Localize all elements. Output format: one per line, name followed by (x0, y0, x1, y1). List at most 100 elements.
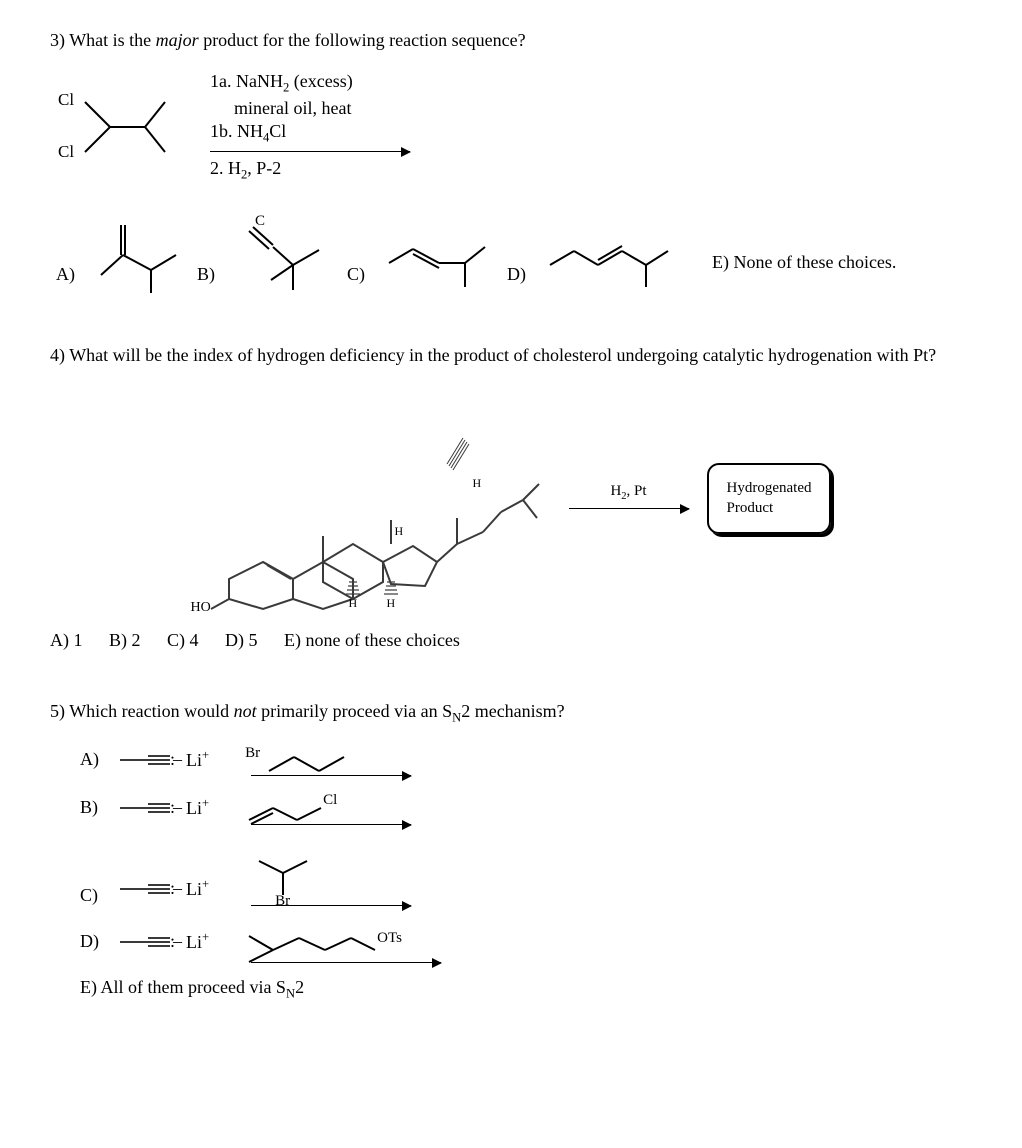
question-5: 5) Which reaction would not primarily pr… (50, 701, 972, 1002)
q5-sn-sub: N (452, 710, 461, 724)
q3-choice-B-label: B) (197, 264, 215, 285)
q5-pre: Which reaction would (69, 701, 233, 721)
q3-choice-D-label: D) (507, 264, 526, 285)
br-C: Br (275, 893, 290, 910)
q4-text: 4) What will be the index of hydrogen de… (50, 345, 972, 366)
q3-choice-C-label: C) (347, 264, 365, 285)
q4-C: C) 4 (167, 630, 199, 650)
q5-E-sub: N (286, 987, 295, 1001)
q5-C-substrate: Br (239, 839, 411, 906)
li-D-p: + (202, 930, 209, 944)
li-B-p: + (202, 796, 209, 810)
li-B-t: Li (186, 798, 202, 818)
HO-label: HO (191, 600, 211, 616)
q4-arrow-label: H2, Pt (569, 483, 689, 502)
q5-italic: not (234, 701, 257, 721)
reagent-2: 2. H2, P-2 (210, 158, 410, 183)
box-line2: Product (727, 499, 812, 519)
reaction-arrow-icon (210, 151, 410, 152)
q3-text: 3) What is the major product for the fol… (50, 30, 972, 51)
question-3: 3) What is the major product for the fol… (50, 30, 972, 295)
q5-E-tail: 2 (295, 977, 304, 997)
q3-post: product for the following reaction seque… (199, 30, 526, 50)
reagent-1b: 1b. NH4Cl (210, 121, 410, 146)
q5-A-substrate: Br (239, 743, 411, 776)
q5-row-A: A) :– Li+ Br (50, 743, 972, 776)
q5-D-substrate: OTs (239, 920, 441, 963)
cl-label-1: Cl (58, 90, 74, 110)
li-C-p: + (202, 877, 209, 891)
q4-B: B) 2 (109, 630, 141, 650)
carbene-label: C (255, 213, 265, 230)
question-4: 4) What will be the index of hydrogen de… (50, 345, 972, 651)
q5-E-label: E) All of them proceed via S (80, 977, 286, 997)
q3-italic: major (156, 30, 199, 50)
r2-a: 2. H (210, 158, 241, 178)
cl-B: Cl (323, 792, 337, 809)
li-C: Li+ (186, 877, 209, 900)
q5-row-D: D) :– Li+ OTs (50, 920, 972, 963)
q4-A: A) 1 (50, 630, 83, 650)
br-A: Br (245, 745, 260, 762)
cm-D: :– (170, 931, 180, 952)
cm-C: :– (170, 878, 180, 899)
ots-D: OTs (377, 930, 402, 947)
arrow-D-icon (251, 962, 441, 963)
arrow-B-icon (251, 824, 411, 825)
box-line1: Hydrogenated (727, 479, 812, 499)
acetylide-C: :– Li+ (120, 877, 209, 900)
q4-body: What will be the index of hydrogen defic… (69, 345, 936, 365)
reagent-1a: 1a. NaNH2 (excess) (210, 71, 410, 96)
r2-b: , P-2 (247, 158, 281, 178)
r1b-a: 1b. NH (210, 121, 263, 141)
r1a-a: 1a. NaNH (210, 71, 283, 91)
reagent-1a2: mineral oil, heat (210, 98, 410, 119)
acetylide-B: :– Li+ (120, 796, 209, 819)
q5-post-b: 2 mechanism? (461, 701, 564, 721)
product-box: Hydrogenated Product (707, 463, 832, 534)
q4-E: E) none of these choices (284, 630, 460, 650)
q5-number: 5) (50, 701, 65, 721)
q3-reagents: 1a. NaNH2 (excess) mineral oil, heat 1b.… (210, 69, 410, 185)
q5-row-C: C) :– Li+ Br (50, 839, 972, 906)
q5-text: 5) Which reaction would not primarily pr… (50, 701, 972, 726)
li-A-t: Li (186, 750, 202, 770)
q5-B-label: B) (80, 797, 120, 818)
q3-choices: A) B) C C) (50, 215, 972, 295)
q3-choice-A-label: A) (56, 264, 75, 285)
q4-D: D) 5 (225, 630, 258, 650)
q3-choice-A-struct (91, 215, 181, 295)
h2-a: H (610, 483, 621, 499)
q4-figure: HO H H H H H2, Pt Hydrogenated Product (50, 384, 972, 614)
li-C-t: Li (186, 879, 202, 899)
q3-choice-C-struct (381, 225, 491, 295)
q4-choices: A) 1 B) 2 C) 4 D) 5 E) none of these cho… (50, 630, 972, 651)
q3-choice-E-label: E) None of these choices. (712, 252, 896, 273)
q5-C-label: C) (80, 885, 120, 906)
H-label-2: H (387, 596, 396, 611)
q3-choice-D-struct (542, 225, 672, 295)
H-label-3: H (395, 524, 404, 539)
acetylide-D: :– Li+ (120, 930, 209, 953)
q3-reaction: Cl Cl 1a. NaNH2 (excess) mineral oil, he… (50, 69, 972, 185)
li-A: Li+ (186, 748, 209, 771)
q3-pre: What is the (69, 30, 155, 50)
q5-A-label: A) (80, 749, 120, 770)
li-D: Li+ (186, 930, 209, 953)
r1b-b: Cl (269, 121, 286, 141)
q5-E: E) All of them proceed via SN2 (80, 977, 972, 1002)
li-D-t: Li (186, 932, 202, 952)
arrow-A-icon (251, 775, 411, 776)
q5-B-substrate: Cl (239, 790, 411, 825)
q5-post-a: primarily proceed via an S (257, 701, 452, 721)
cm-B: :– (170, 797, 180, 818)
q5-D-label: D) (80, 931, 120, 952)
arrow-C-icon (251, 905, 411, 906)
q4-arrow-block: H2, Pt (569, 483, 689, 515)
q4-number: 4) (50, 345, 65, 365)
q3-choice-B-struct: C (231, 215, 331, 295)
q4-arrow-icon (569, 508, 689, 509)
cl-label-2: Cl (58, 142, 74, 162)
cm-A: :– (170, 749, 180, 770)
li-B: Li+ (186, 796, 209, 819)
